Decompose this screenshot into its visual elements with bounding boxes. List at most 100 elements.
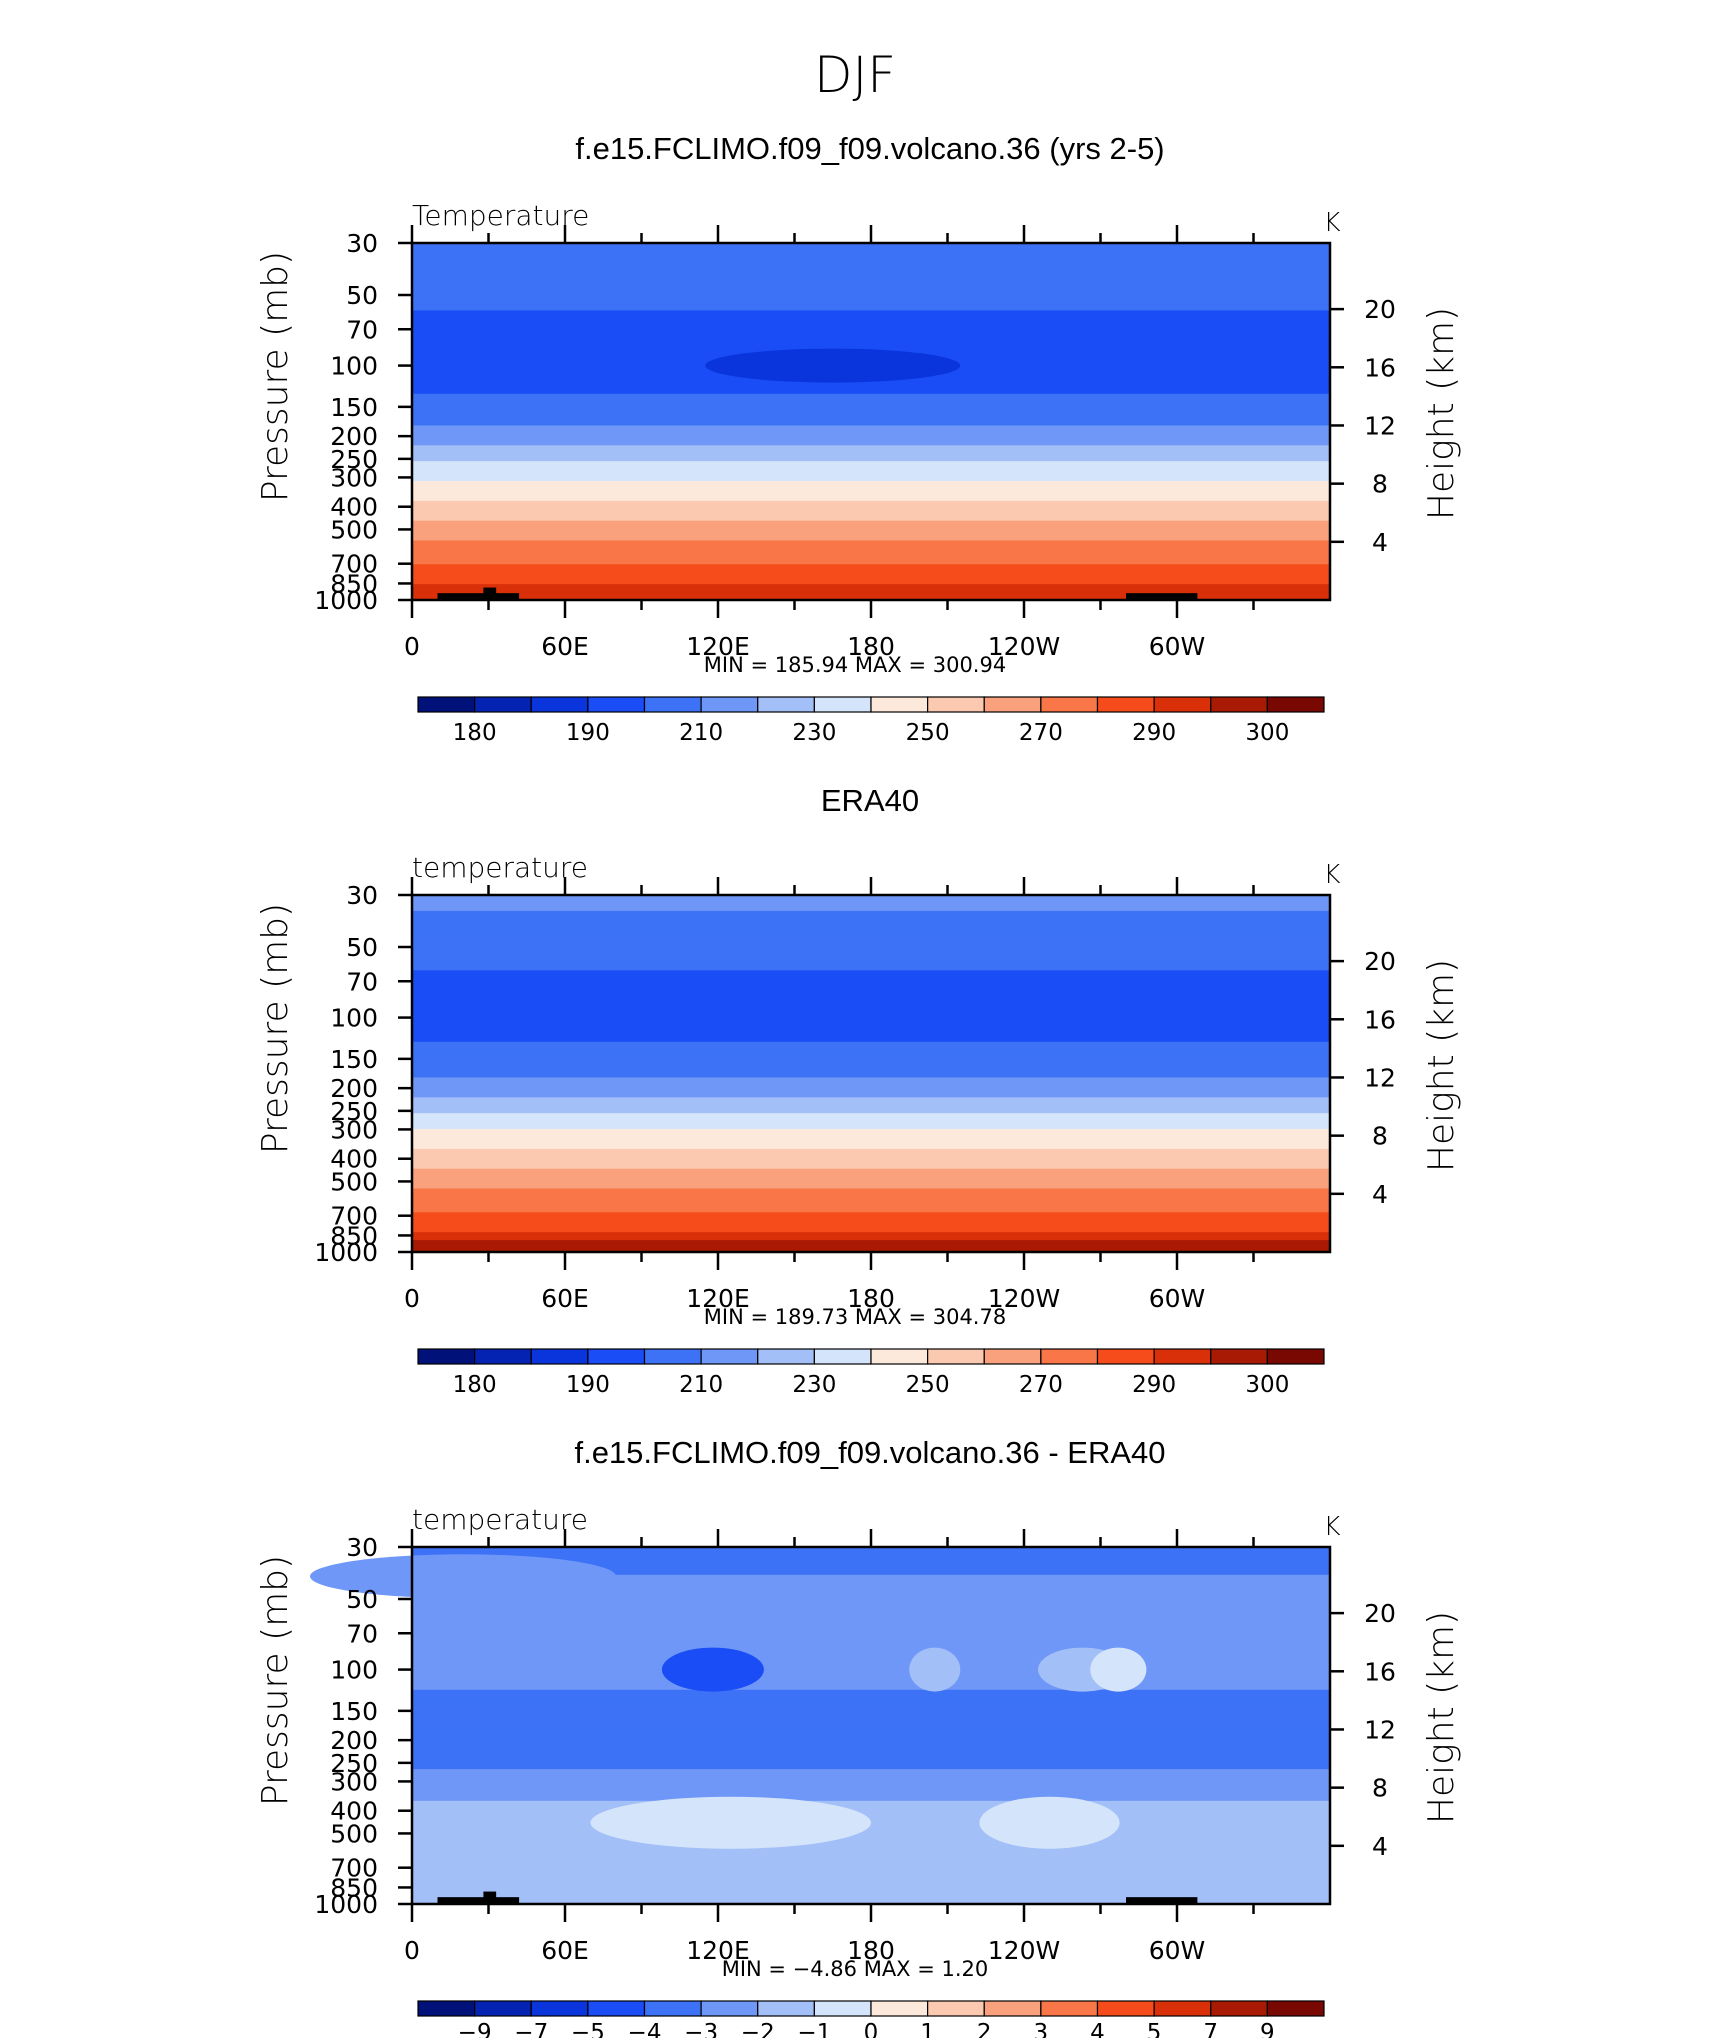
y2-tick-label: 16 bbox=[1364, 1657, 1396, 1686]
contour-band bbox=[412, 473, 1330, 478]
contour-band bbox=[412, 1892, 1330, 1897]
contour-band bbox=[412, 1570, 1330, 1576]
contour-band bbox=[412, 1105, 1330, 1110]
y-tick-label: 150 bbox=[330, 1697, 378, 1726]
y-tick-label: 500 bbox=[330, 1819, 378, 1848]
x-tick-label: 120E bbox=[686, 1284, 750, 1313]
colorbar-swatch bbox=[587, 2000, 646, 2017]
contour-band bbox=[412, 1192, 1330, 1198]
contour-band bbox=[412, 1045, 1330, 1051]
contour-band bbox=[412, 544, 1330, 550]
contour-band bbox=[412, 270, 1330, 276]
y-tick-label: 1000 bbox=[314, 1238, 378, 1267]
y-tick-label: 300 bbox=[330, 463, 378, 492]
contour-band bbox=[412, 1709, 1330, 1715]
contour-band bbox=[412, 1658, 1330, 1663]
y-tick-label: 50 bbox=[346, 281, 378, 310]
contour-band bbox=[412, 596, 1330, 601]
y2-tick-label: 8 bbox=[1372, 1122, 1388, 1151]
x-axis: 0 60E 120E 180 120W 60W bbox=[404, 225, 1255, 661]
contour-band bbox=[412, 934, 1330, 940]
contour-band bbox=[412, 469, 1330, 474]
colorbar-label: 1 bbox=[920, 2020, 935, 2038]
contour-band bbox=[412, 520, 1330, 526]
contour-region bbox=[661, 1647, 764, 1692]
contour-band bbox=[412, 1721, 1330, 1727]
contour-band bbox=[412, 998, 1330, 1003]
x-tick-label: 120E bbox=[686, 1936, 750, 1965]
contour-band bbox=[412, 1196, 1330, 1202]
contour-band bbox=[412, 994, 1330, 999]
contour-band bbox=[412, 1558, 1330, 1564]
contour-band bbox=[412, 1808, 1330, 1814]
x-tick-label: 60E bbox=[541, 1936, 589, 1965]
contour-band bbox=[412, 310, 1330, 316]
y2-tick-label: 20 bbox=[1364, 295, 1396, 324]
contour-band bbox=[412, 1109, 1330, 1114]
contour-band bbox=[412, 990, 1330, 995]
contour-band bbox=[412, 1884, 1330, 1889]
colorbar-swatch bbox=[1096, 2000, 1155, 2017]
y2-tick-label: 20 bbox=[1364, 947, 1396, 976]
contour-band bbox=[412, 1002, 1330, 1007]
contour-band bbox=[412, 1180, 1330, 1186]
y2-tick-label: 12 bbox=[1364, 411, 1396, 440]
contour-band bbox=[412, 481, 1330, 486]
colorbar-swatch bbox=[474, 696, 532, 713]
contour-band bbox=[412, 385, 1330, 391]
y-tick-label: 70 bbox=[346, 315, 378, 344]
contour-band bbox=[412, 1590, 1330, 1596]
contour-band bbox=[412, 1753, 1330, 1759]
y2-axis-label: Height (km) bbox=[1421, 1611, 1462, 1824]
contour-band bbox=[412, 1860, 1330, 1866]
contour-band bbox=[412, 1061, 1330, 1067]
colorbar-label: −9 bbox=[458, 2020, 492, 2038]
colorbar-label: 210 bbox=[679, 1372, 723, 1398]
contour-band bbox=[412, 441, 1330, 447]
topography-mask bbox=[437, 1897, 520, 1904]
contour-band bbox=[412, 262, 1330, 268]
contour-band bbox=[412, 488, 1330, 494]
contour-band bbox=[412, 926, 1330, 932]
topography-mask bbox=[483, 587, 497, 600]
contour-band bbox=[412, 1133, 1330, 1138]
x-tick-label: 180 bbox=[847, 1284, 895, 1313]
colorbar-label: −7 bbox=[514, 2020, 548, 2038]
y2-tick-label: 16 bbox=[1364, 353, 1396, 382]
contour-band bbox=[412, 445, 1330, 451]
contour-band bbox=[412, 401, 1330, 407]
contour-band bbox=[412, 421, 1330, 427]
contour-band bbox=[412, 1761, 1330, 1766]
contour-band bbox=[412, 1836, 1330, 1842]
contour-band bbox=[412, 1828, 1330, 1834]
colorbar-label: 2 bbox=[977, 2020, 992, 2038]
colorbar-swatch bbox=[757, 696, 815, 713]
y-tick-label: 700 bbox=[330, 1202, 378, 1231]
colorbar: 180 190 210 230 250 270 290 300 bbox=[417, 696, 1325, 746]
contour-band bbox=[412, 910, 1330, 916]
colorbar-swatch bbox=[1210, 2000, 1268, 2017]
contour-band bbox=[412, 1144, 1330, 1150]
contour-band bbox=[412, 1049, 1330, 1055]
contour-band bbox=[412, 425, 1330, 431]
contour-band bbox=[412, 1089, 1330, 1095]
contour-band bbox=[412, 1781, 1330, 1786]
page-title: DJF bbox=[814, 46, 896, 104]
contour-band bbox=[412, 1156, 1330, 1162]
contour-band bbox=[412, 1650, 1330, 1655]
contour-band bbox=[412, 1662, 1330, 1667]
contour-band bbox=[412, 1689, 1330, 1695]
contour-band bbox=[412, 1200, 1330, 1206]
contour-field bbox=[310, 1547, 1330, 1905]
contour-band bbox=[412, 1172, 1330, 1178]
contour-band bbox=[412, 1642, 1330, 1647]
panel-units-label: K bbox=[1323, 208, 1340, 238]
y-tick-label: 850 bbox=[330, 1221, 378, 1250]
colorbar-swatch bbox=[1040, 1348, 1099, 1365]
contour-band bbox=[412, 1852, 1330, 1858]
colorbar-label: 180 bbox=[453, 1372, 497, 1398]
contour-band bbox=[412, 1785, 1330, 1790]
colorbar-swatch bbox=[700, 2000, 759, 2017]
x-axis: 0 60E 120E 180 120W 60W bbox=[404, 1529, 1255, 1965]
